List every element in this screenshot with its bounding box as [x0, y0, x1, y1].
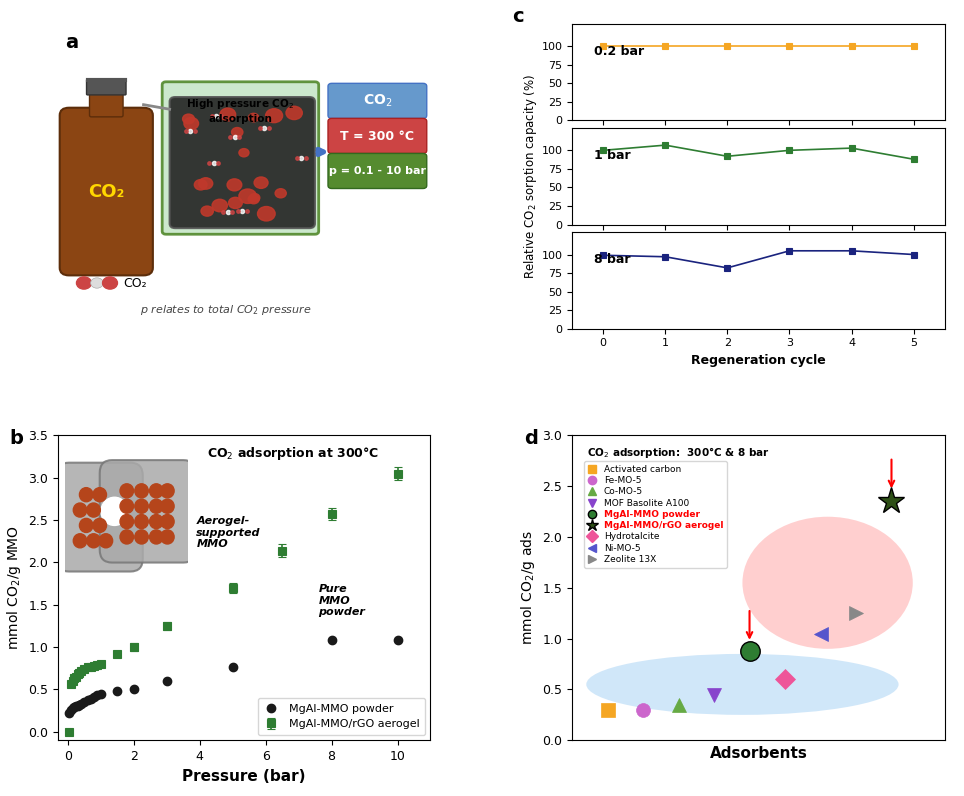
Circle shape	[199, 178, 213, 189]
Circle shape	[195, 180, 207, 190]
MgAl-MMO powder	[326, 635, 337, 645]
FancyBboxPatch shape	[60, 107, 153, 275]
Legend: Activated carbon, Fe-MO-5, Co-MO-5, MOF Basolite A100, MgAl-MMO powder, MgAl-MMO: Activated carbon, Fe-MO-5, Co-MO-5, MOF …	[584, 462, 727, 568]
Ellipse shape	[742, 517, 913, 649]
Circle shape	[76, 277, 92, 289]
MgAl-MMO powder	[128, 684, 140, 693]
Circle shape	[201, 206, 213, 217]
Circle shape	[239, 149, 249, 157]
Text: CO$_2$: CO$_2$	[362, 93, 391, 109]
Text: adsorption: adsorption	[208, 114, 273, 124]
MgAl-MMO powder	[112, 686, 123, 696]
MgAl-MMO powder	[64, 708, 75, 718]
Circle shape	[286, 106, 303, 119]
MgAl-MMO powder	[68, 703, 80, 712]
Text: p = 0.1 - 10 bar: p = 0.1 - 10 bar	[329, 166, 426, 176]
MgAl-MMO powder	[73, 700, 85, 709]
MgAl-MMO powder	[66, 705, 77, 715]
FancyBboxPatch shape	[328, 154, 427, 189]
MgAl-MMO powder	[85, 694, 96, 704]
MgAl-MMO powder	[391, 635, 403, 645]
MgAl-MMO powder	[78, 697, 90, 707]
MgAl-MMO powder	[67, 704, 78, 713]
Text: Pure
MMO
powder: Pure MMO powder	[318, 584, 365, 617]
Ellipse shape	[586, 654, 898, 715]
Text: CO$_2$ adsorption:  300°C & 8 bar: CO$_2$ adsorption: 300°C & 8 bar	[587, 445, 770, 459]
FancyBboxPatch shape	[87, 80, 126, 95]
Circle shape	[102, 277, 118, 289]
Circle shape	[275, 189, 286, 198]
Text: Aerogel-
supported
MMO: Aerogel- supported MMO	[197, 517, 261, 549]
Circle shape	[228, 179, 242, 191]
MgAl-MMO powder	[227, 661, 238, 671]
Text: d: d	[523, 429, 538, 448]
Text: CO₂: CO₂	[88, 182, 124, 201]
Legend: MgAl-MMO powder, MgAl-MMO/rGO aerogel: MgAl-MMO powder, MgAl-MMO/rGO aerogel	[257, 698, 425, 735]
Circle shape	[265, 109, 282, 123]
Text: 1 bar: 1 bar	[595, 149, 631, 162]
Circle shape	[248, 195, 259, 204]
MgAl-MMO powder	[92, 691, 103, 700]
Y-axis label: mmol CO$_2$/g ads: mmol CO$_2$/g ads	[519, 530, 537, 646]
Circle shape	[212, 199, 228, 212]
Circle shape	[250, 193, 260, 202]
MgAl-MMO powder	[70, 701, 82, 711]
MgAl-MMO powder	[72, 700, 84, 710]
FancyBboxPatch shape	[162, 82, 319, 234]
Circle shape	[231, 127, 243, 137]
MgAl-MMO powder	[75, 699, 87, 708]
MgAl-MMO powder	[94, 689, 106, 698]
Line: MgAl-MMO powder: MgAl-MMO powder	[66, 636, 402, 717]
Circle shape	[239, 189, 256, 204]
Text: c: c	[513, 6, 524, 25]
Text: CO₂: CO₂	[123, 276, 147, 290]
Circle shape	[91, 278, 103, 288]
FancyBboxPatch shape	[90, 92, 123, 117]
X-axis label: Regeneration cycle: Regeneration cycle	[691, 354, 826, 367]
Y-axis label: Relative CO$_2$ sorption capacity (%): Relative CO$_2$ sorption capacity (%)	[522, 74, 539, 279]
Text: 0.2 bar: 0.2 bar	[595, 45, 645, 58]
Circle shape	[182, 114, 195, 123]
FancyBboxPatch shape	[170, 97, 315, 228]
Text: a: a	[66, 33, 78, 52]
X-axis label: Pressure (bar): Pressure (bar)	[182, 769, 306, 783]
FancyBboxPatch shape	[328, 84, 427, 119]
Circle shape	[257, 206, 275, 221]
Text: High pressure CO$_2$: High pressure CO$_2$	[186, 97, 294, 111]
Text: 8 bar: 8 bar	[595, 253, 631, 266]
X-axis label: Adsorbents: Adsorbents	[710, 746, 807, 761]
FancyBboxPatch shape	[328, 119, 427, 154]
MgAl-MMO powder	[82, 696, 94, 705]
Text: T = 300 °C: T = 300 °C	[340, 130, 415, 142]
Text: b: b	[10, 429, 23, 448]
Circle shape	[184, 118, 199, 130]
Circle shape	[249, 113, 258, 122]
Circle shape	[220, 108, 235, 121]
Circle shape	[254, 177, 268, 189]
MgAl-MMO powder	[161, 677, 173, 686]
Circle shape	[228, 197, 242, 209]
Text: p relates to total CO$_2$ pressure: p relates to total CO$_2$ pressure	[140, 303, 311, 318]
Text: CO$_2$ adsorption at 300°C: CO$_2$ adsorption at 300°C	[207, 445, 379, 462]
MgAl-MMO powder	[89, 693, 100, 702]
Y-axis label: mmol CO$_2$/g MMO: mmol CO$_2$/g MMO	[5, 525, 22, 650]
